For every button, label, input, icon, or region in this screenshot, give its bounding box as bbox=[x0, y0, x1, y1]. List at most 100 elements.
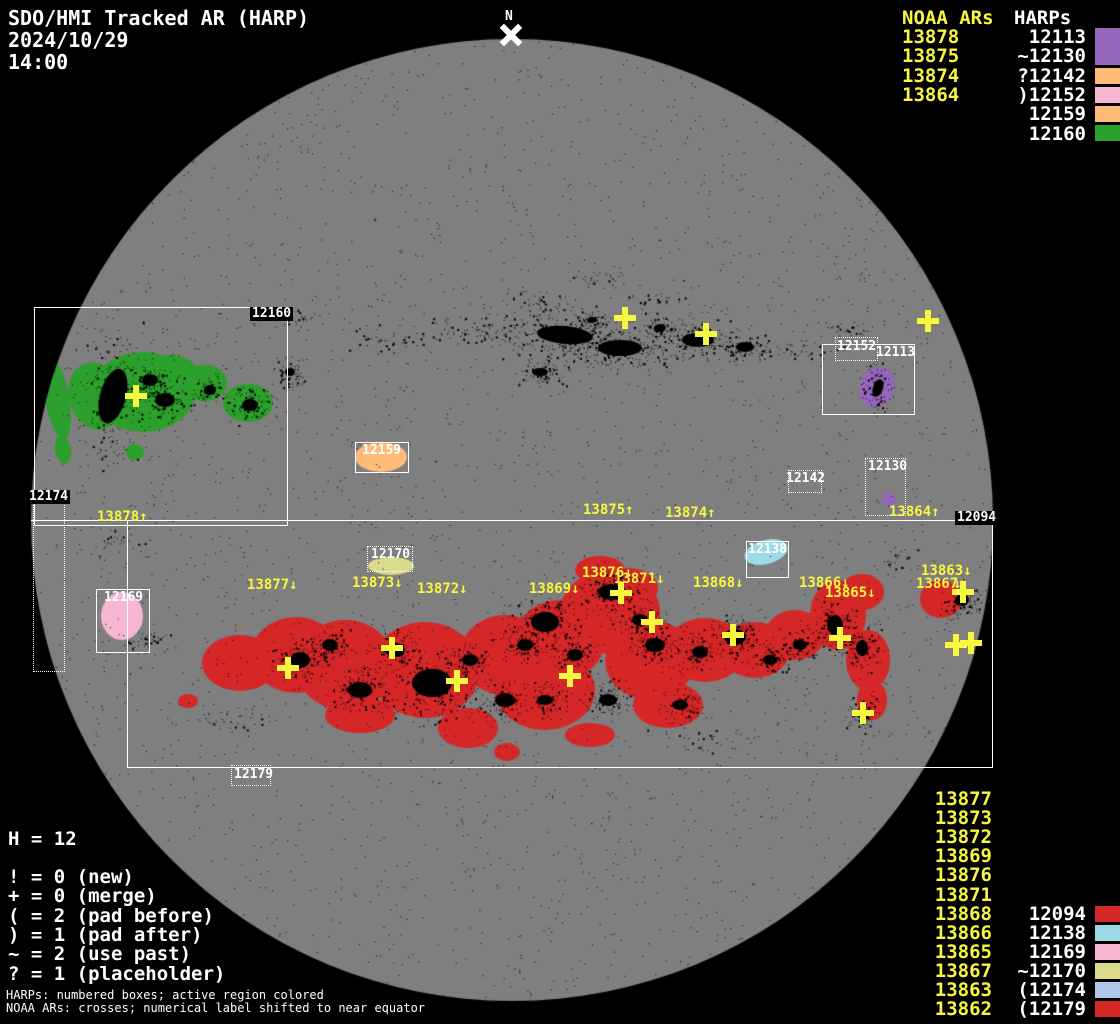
legend-harp-id: ~12170 bbox=[1017, 959, 1086, 982]
legend-color-swatch bbox=[1095, 125, 1120, 141]
legend-harp-id: 12113 bbox=[1028, 26, 1086, 48]
legend-noaa-ar: 13864 bbox=[902, 83, 960, 106]
harp-box-label-12179: 12179 bbox=[234, 767, 274, 782]
figure-title: SDO/HMI Tracked AR (HARP) bbox=[8, 6, 310, 30]
harp-box-label-12152: 12152 bbox=[837, 339, 877, 354]
noaa-ar-label: 13876↓ bbox=[582, 565, 633, 581]
symbol-legend-line: + = 0 (merge) bbox=[8, 885, 157, 908]
legend-harp-id: 12094 bbox=[1028, 902, 1086, 925]
legend-color-swatch bbox=[1095, 982, 1120, 998]
noaa-ar-cross-icon bbox=[381, 637, 403, 659]
harp-box-label-12142: 12142 bbox=[786, 471, 826, 486]
harp-box-label-12159: 12159 bbox=[362, 443, 402, 458]
legend-noaa-ar: 13863 bbox=[934, 979, 992, 1001]
harp-box-12170 bbox=[367, 546, 413, 572]
symbol-legend-line: ? = 1 (placeholder) bbox=[8, 962, 226, 985]
noaa-ar-cross-icon bbox=[945, 634, 967, 656]
harp-box-label-12113: 12113 bbox=[876, 345, 916, 360]
legend-noaa-ar: 13865 bbox=[934, 940, 992, 963]
harp-box-12179 bbox=[231, 765, 271, 786]
legend-harp-id: 12160 bbox=[1028, 122, 1086, 145]
legend-noaa-ar: 13875 bbox=[902, 45, 960, 68]
legend-color-swatch bbox=[1095, 106, 1120, 122]
legend-color-swatch bbox=[1095, 924, 1120, 941]
legend-color-swatch bbox=[1095, 962, 1120, 979]
noaa-ar-cross-icon bbox=[446, 670, 468, 692]
legend-noaa-ar: 13871 bbox=[934, 883, 992, 906]
legend-noaa-ar: 13867 bbox=[934, 959, 992, 982]
noaa-ar-label: 13865↓ bbox=[825, 585, 876, 601]
noaa-ar-cross-icon bbox=[641, 611, 663, 633]
footer-line-2: NOAA ARs: crosses; numerical label shift… bbox=[6, 1001, 426, 1015]
legend-color-swatch bbox=[1095, 28, 1120, 65]
harp-box-label-12160: 12160 bbox=[250, 306, 294, 321]
harp-box-12142 bbox=[788, 470, 822, 493]
legend-noaa-ar: 13872 bbox=[934, 826, 992, 849]
noaa-ar-label: 13873↓ bbox=[352, 575, 403, 591]
legend-noaa-ar: 13873 bbox=[934, 807, 992, 830]
noaa-ar-cross-icon bbox=[695, 323, 717, 345]
legend-color-swatch bbox=[1095, 87, 1120, 103]
legend-harp-id: (12174 bbox=[1017, 979, 1086, 1001]
noaa-ar-cross-icon bbox=[559, 665, 581, 687]
legend-harp-id: 12159 bbox=[1028, 103, 1086, 126]
noaa-ar-cross-icon bbox=[610, 582, 632, 604]
symbol-legend-line: ! = 0 (new) bbox=[8, 866, 134, 888]
noaa-ar-label: 13874↑ bbox=[665, 505, 716, 521]
legend-noaa-ar: 13874 bbox=[902, 64, 960, 87]
symbol-legend-line: ~ = 2 (use past) bbox=[8, 943, 192, 966]
legend-noaa-ar: 13868 bbox=[934, 902, 992, 925]
legend-noaa-header: NOAA ARs bbox=[902, 7, 994, 29]
harp-box-label-12174: 12174 bbox=[27, 489, 71, 504]
symbol-legend-line: ( = 2 (pad before) bbox=[8, 904, 214, 927]
legend-harp-id: (12179 bbox=[1017, 998, 1086, 1021]
harp-box-label-12170: 12170 bbox=[371, 547, 411, 562]
noaa-ar-label: 13871↓ bbox=[614, 571, 665, 587]
footer-line-1: HARPs: numbered boxes; active region col… bbox=[6, 988, 324, 1002]
harp-box-12113 bbox=[822, 344, 915, 415]
noaa-ar-label: 13877↓ bbox=[247, 577, 298, 593]
noaa-ar-cross-icon bbox=[277, 657, 299, 679]
harp-box-label-12169: 12169 bbox=[104, 590, 144, 605]
legend-color-swatch bbox=[1095, 943, 1120, 960]
harp-box-12174 bbox=[33, 492, 65, 672]
legend-harp-id: ?12142 bbox=[1017, 64, 1086, 87]
noaa-ar-label: 13866↓ bbox=[799, 575, 850, 591]
harp-box-label-12130: 12130 bbox=[868, 459, 908, 474]
noaa-ar-cross-icon bbox=[852, 702, 874, 724]
noaa-ar-cross-icon bbox=[917, 310, 939, 332]
noaa-ar-label: 13869↓ bbox=[529, 581, 580, 597]
legend-harp-id: 12138 bbox=[1028, 921, 1086, 944]
legend-noaa-ar: 13876 bbox=[934, 864, 992, 887]
harp-box-label-12094: 12094 bbox=[955, 510, 999, 525]
north-label: N bbox=[505, 9, 513, 24]
legend-color-swatch bbox=[1095, 905, 1120, 922]
figure-time: 14:00 bbox=[8, 50, 69, 74]
harp-box-12152 bbox=[835, 337, 878, 361]
noaa-ar-label: 13872↓ bbox=[417, 581, 468, 597]
legend-noaa-ar: 13878 bbox=[902, 26, 960, 48]
noaa-ar-cross-icon bbox=[722, 624, 744, 646]
noaa-ar-label: 13863↓ bbox=[921, 563, 972, 579]
harp-box-12130 bbox=[865, 458, 906, 516]
legend-harp-id: 12169 bbox=[1028, 940, 1086, 963]
legend-noaa-ar: 13869 bbox=[934, 845, 992, 868]
noaa-ar-cross-icon bbox=[829, 627, 851, 649]
noaa-ar-cross-icon bbox=[952, 581, 974, 603]
noaa-ar-cross-icon bbox=[614, 307, 636, 329]
legend-harp-id: )12152 bbox=[1017, 83, 1086, 106]
symbol-legend-line: ) = 1 (pad after) bbox=[8, 923, 203, 946]
legend-harp-header: HARPs bbox=[1014, 7, 1072, 29]
harp-box-12094 bbox=[127, 520, 993, 768]
noaa-ar-label: 13867↓ bbox=[916, 576, 967, 592]
noaa-ar-label: ↓ bbox=[953, 576, 962, 592]
legend-color-swatch bbox=[1095, 1001, 1120, 1018]
legend-noaa-ar: 13866 bbox=[934, 921, 992, 944]
noaa-ar-label: 13875↑ bbox=[583, 502, 634, 518]
legend-color-swatch bbox=[1095, 68, 1120, 84]
harp-box-12159 bbox=[355, 442, 409, 473]
noaa-ar-label: 13864↑ bbox=[889, 504, 940, 520]
harp-box-12138 bbox=[746, 541, 789, 578]
noaa-ar-label: 13868↓ bbox=[693, 575, 744, 591]
